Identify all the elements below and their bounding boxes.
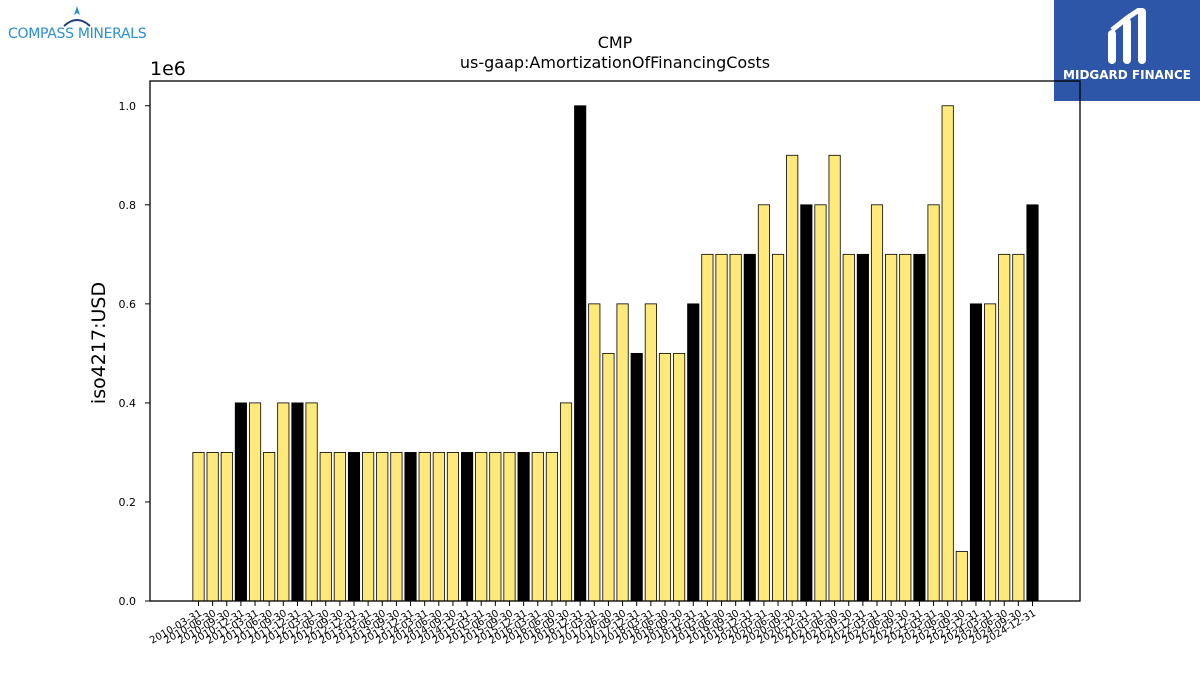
bar (616, 303, 629, 602)
bar (319, 452, 332, 602)
bar (220, 452, 233, 602)
bar (913, 253, 926, 602)
midgard-m-icon (1108, 8, 1146, 64)
bar (800, 204, 813, 602)
y-tick-label: 0.6 (119, 298, 137, 311)
bar (941, 105, 954, 602)
bar (814, 204, 827, 602)
bar (461, 452, 474, 602)
bar (531, 452, 544, 602)
bar (955, 551, 968, 602)
chart-title: CMP (598, 33, 633, 52)
plot-frame (149, 80, 1081, 602)
midgard-finance-logo-text: MIDGARD FINANCE (1063, 68, 1191, 82)
bar (1012, 253, 1025, 602)
bar (291, 402, 304, 602)
chart-subtitle: us-gaap:AmortizationOfFinancingCosts (460, 53, 770, 72)
bar (658, 352, 672, 602)
bar (404, 452, 417, 602)
bar (376, 452, 389, 602)
bar (545, 452, 558, 602)
bars-group (192, 105, 1039, 602)
x-axis-ticks: 2010-03-312010-06-302010-09-302010-12-31… (148, 601, 1038, 647)
bar (969, 303, 983, 602)
compass-star-icon (63, 6, 91, 27)
bar (333, 452, 346, 602)
bar (687, 303, 700, 602)
y-tick-label: 0.0 (119, 595, 137, 608)
bar (234, 402, 247, 602)
bar (630, 352, 643, 602)
bar (432, 452, 445, 602)
y-tick-label: 1.0 (119, 100, 137, 113)
bar (489, 452, 502, 602)
bar (828, 154, 841, 602)
bar (475, 452, 488, 602)
y-tick-label: 0.2 (119, 496, 137, 509)
bar (885, 253, 898, 602)
bar (347, 452, 361, 602)
bar (503, 452, 516, 602)
bar (418, 452, 431, 602)
bar (998, 253, 1011, 602)
bar (842, 253, 855, 602)
bar (263, 452, 276, 602)
bar (772, 253, 785, 602)
bar (559, 402, 573, 602)
bar (644, 303, 657, 602)
bar (701, 253, 714, 602)
bar (588, 303, 601, 602)
bar (517, 452, 530, 602)
bar (446, 452, 460, 602)
bar (390, 452, 403, 602)
bar (715, 253, 728, 602)
bar (786, 154, 799, 602)
bar (1026, 204, 1039, 602)
bar (248, 402, 262, 602)
bar (206, 452, 219, 602)
y-scale-label: 1e6 (150, 58, 186, 80)
bar (870, 204, 884, 602)
bar (927, 204, 940, 602)
compass-minerals-logo: COMPASS MINERALS (4, 4, 154, 54)
y-axis-label: iso4217:USD (88, 282, 110, 404)
bar (673, 352, 686, 602)
bar (192, 452, 205, 602)
y-tick-label: 0.8 (119, 199, 137, 212)
compass-minerals-logo-text: COMPASS MINERALS (8, 26, 147, 42)
midgard-finance-logo: MIDGARD FINANCE (1054, 0, 1200, 101)
bar (729, 253, 742, 602)
bar (743, 253, 756, 602)
bar (602, 352, 615, 602)
bar (277, 402, 290, 602)
bar (899, 253, 912, 602)
bar (757, 204, 770, 602)
y-axis-ticks: 0.0 0.2 0.4 0.6 0.8 1.0 (119, 100, 150, 608)
bar (984, 303, 997, 602)
bar (856, 253, 869, 602)
bar (362, 452, 375, 602)
y-tick-label: 0.4 (119, 397, 137, 410)
bar (574, 105, 587, 602)
bar (305, 402, 318, 602)
